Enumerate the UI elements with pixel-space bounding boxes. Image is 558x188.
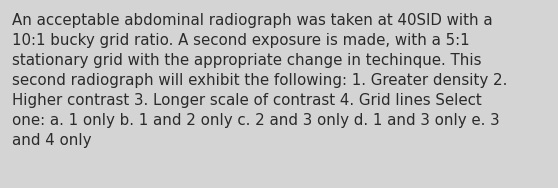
Text: An acceptable abdominal radiograph was taken at 40SID with a
10:1 bucky grid rat: An acceptable abdominal radiograph was t… — [12, 13, 508, 148]
